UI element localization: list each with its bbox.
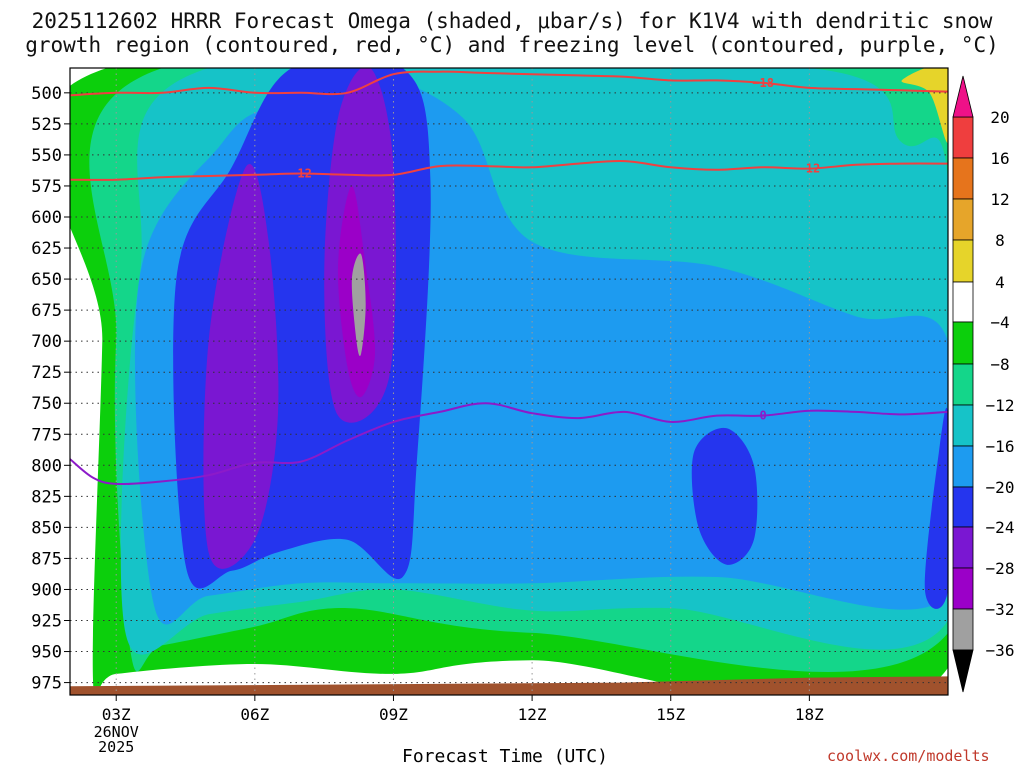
x-tick-label: 06Z xyxy=(240,705,269,724)
y-tick-label: 725 xyxy=(31,363,62,383)
colorbar-label: −16 xyxy=(986,437,1015,456)
colorbar-band xyxy=(952,363,974,406)
x-tick-label: 09Z xyxy=(379,705,408,724)
x-tick-label: 12Z xyxy=(518,705,547,724)
colorbar-label: 12 xyxy=(990,190,1009,209)
colorbar-label: 16 xyxy=(990,149,1009,168)
colorbar-band xyxy=(952,157,974,200)
y-tick-label: 500 xyxy=(31,84,62,104)
colorbar-band xyxy=(952,281,974,323)
y-tick-label: 875 xyxy=(31,549,62,569)
colorbar-label: 4 xyxy=(995,273,1005,292)
contour-label--12: −12 xyxy=(799,162,821,176)
y-tick-label: 850 xyxy=(31,518,62,538)
colorbar-band xyxy=(952,321,974,365)
contour-line--12 xyxy=(70,159,948,181)
y-tick-label: 550 xyxy=(31,146,62,166)
colorbar-label: −32 xyxy=(986,600,1015,619)
colorbar-label: −24 xyxy=(986,518,1015,537)
colorbar-band xyxy=(952,608,974,651)
colorbar-band xyxy=(952,567,974,610)
contour-label--18: −18 xyxy=(752,76,774,90)
y-tick-label: 600 xyxy=(31,208,62,228)
ground-strip xyxy=(70,676,948,695)
y-tick-label: 675 xyxy=(31,301,62,321)
colorbar-band xyxy=(952,486,974,528)
colorbar-band xyxy=(952,404,974,447)
colorbar-band xyxy=(952,445,974,488)
colorbar-label: 20 xyxy=(990,108,1009,127)
x-date-label: 2025 xyxy=(98,738,134,756)
colorbar-band xyxy=(952,526,974,569)
colorbar-bottom-triangle xyxy=(952,649,974,693)
colorbar-label: −8 xyxy=(990,355,1009,374)
omega-region-7 xyxy=(203,164,279,569)
y-tick-label: 975 xyxy=(31,674,62,694)
chart-title-line1: 2025112602 HRRR Forecast Omega (shaded, … xyxy=(31,9,993,33)
y-tick-label: 900 xyxy=(31,580,62,600)
y-tick-label: 700 xyxy=(31,332,62,352)
chart-title-line2: growth region (contoured, red, °C) and f… xyxy=(25,33,999,57)
x-tick-label: 15Z xyxy=(656,705,685,724)
y-tick-label: 650 xyxy=(31,270,62,290)
colorbar-band xyxy=(952,239,974,283)
y-tick-label: 800 xyxy=(31,456,62,476)
contour-label-0: 0 xyxy=(760,409,767,423)
colorbar-label: −12 xyxy=(986,396,1015,415)
colorbar-top-triangle xyxy=(952,75,974,118)
omega-region-11 xyxy=(901,68,948,143)
colorbar-label: 8 xyxy=(995,231,1005,250)
y-tick-label: 775 xyxy=(31,425,62,445)
y-tick-label: 750 xyxy=(31,394,62,414)
colorbar-label: −36 xyxy=(986,641,1015,660)
x-axis-label: Forecast Time (UTC) xyxy=(402,746,608,767)
colorbar-band xyxy=(952,116,974,159)
y-tick-label: 625 xyxy=(31,239,62,259)
colorbar-label: −28 xyxy=(986,559,1015,578)
credit-link[interactable]: coolwx.com/modelts xyxy=(827,747,990,765)
x-tick-label: 03Z xyxy=(102,705,131,724)
omega-region-6 xyxy=(924,407,948,609)
colorbar-label: −20 xyxy=(986,478,1015,497)
y-tick-label: 950 xyxy=(31,643,62,663)
x-tick-label: 18Z xyxy=(795,705,824,724)
y-tick-label: 925 xyxy=(31,612,62,632)
y-tick-label: 825 xyxy=(31,487,62,507)
colorbar-label: −4 xyxy=(990,313,1009,332)
colorbar-band xyxy=(952,198,974,241)
plot-frame xyxy=(69,67,949,696)
contour-label--12: −12 xyxy=(290,167,312,181)
x-date-label: 26NOV xyxy=(94,723,139,741)
contour-line--18 xyxy=(70,70,948,97)
y-tick-label: 525 xyxy=(31,115,62,135)
contour-line-0 xyxy=(70,402,948,486)
y-tick-label: 575 xyxy=(31,177,62,197)
